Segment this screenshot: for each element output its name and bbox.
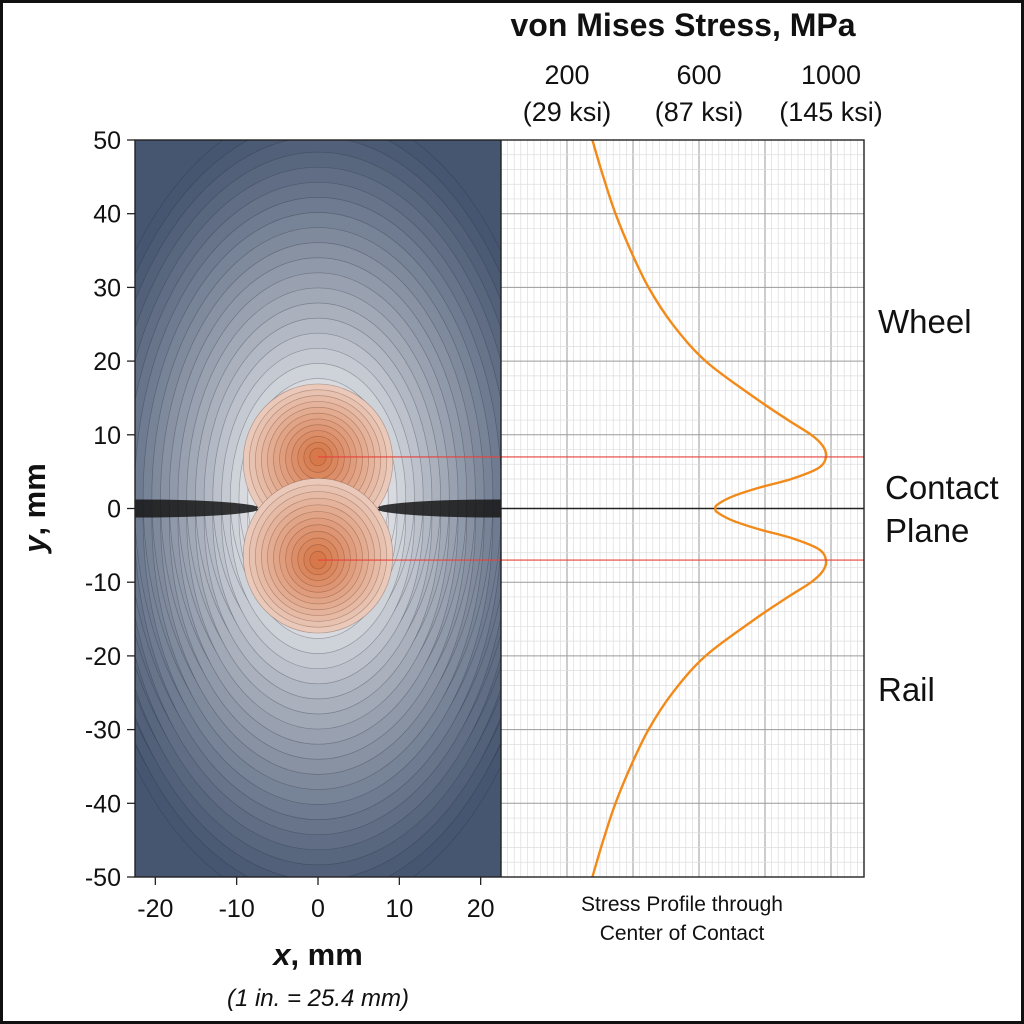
y-tick-label: -30: [85, 717, 121, 745]
contact-shadow-left: [135, 499, 260, 518]
y-tick-label: -10: [85, 569, 121, 597]
x-tick-label: 20: [467, 895, 495, 923]
contact-plane-label-line-2: Plane: [885, 512, 969, 549]
x-tick-label: 10: [385, 895, 413, 923]
x-tick-label: -10: [219, 895, 255, 923]
axis-ticks: 50 40 30 20 10 0 -10 -20 -30 -40 -50 -20 -10 0 10 20: [85, 127, 495, 923]
contact-shadow-right: [376, 499, 501, 518]
profile-caption-line-2: Center of Contact: [600, 922, 765, 945]
y-axis-unit: , mm: [17, 463, 52, 535]
contact-plane-label-line-1: Contact: [885, 469, 999, 506]
y-tick-label: -40: [85, 790, 121, 818]
contour-bands: [135, 140, 501, 877]
stress-tick-label: 600: [676, 60, 721, 90]
x-axis-variable: x: [271, 937, 292, 972]
stress-tick-sublabel: (145 ksi): [779, 97, 883, 127]
y-tick-label: 0: [107, 496, 121, 524]
peak-markers: [318, 456, 864, 561]
stress-tick-label: 1000: [801, 60, 861, 90]
chart-title: von Mises Stress, MPa: [510, 7, 855, 43]
profile-series: [591, 140, 828, 877]
stress-profile-plot: [500, 139, 865, 878]
y-tick-label: 30: [93, 274, 121, 302]
x-tick-label: -20: [137, 895, 173, 923]
x-axis-label: x, mm: [271, 937, 363, 972]
y-axis-variable: y: [17, 534, 52, 555]
stress-tick-sublabel: (87 ksi): [655, 97, 744, 127]
y-tick-label: 20: [93, 348, 121, 376]
y-axis-label: y, mm: [17, 463, 52, 555]
profile-grid: [500, 139, 865, 878]
unit-conversion-note: (1 in. = 25.4 mm): [227, 985, 409, 1012]
y-tick-label: -50: [85, 864, 121, 892]
stress-profile-line: [591, 140, 828, 877]
x-axis-unit: , mm: [290, 937, 362, 972]
y-tick-label: -20: [85, 643, 121, 671]
y-tick-label: 40: [93, 201, 121, 229]
profile-caption-line-1: Stress Profile through: [581, 893, 783, 916]
rail-label: Rail: [878, 671, 935, 708]
x-tick-label: 0: [311, 895, 325, 923]
stress-axis-labels: 200 (29 ksi) 600 (87 ksi) 1000 (145 ksi): [523, 60, 883, 127]
contour-plot: [135, 140, 501, 877]
wheel-label: Wheel: [878, 303, 972, 340]
stress-tick-label: 200: [544, 60, 589, 90]
y-tick-label: 10: [93, 422, 121, 450]
stress-tick-sublabel: (29 ksi): [523, 97, 612, 127]
y-tick-label: 50: [93, 127, 121, 155]
